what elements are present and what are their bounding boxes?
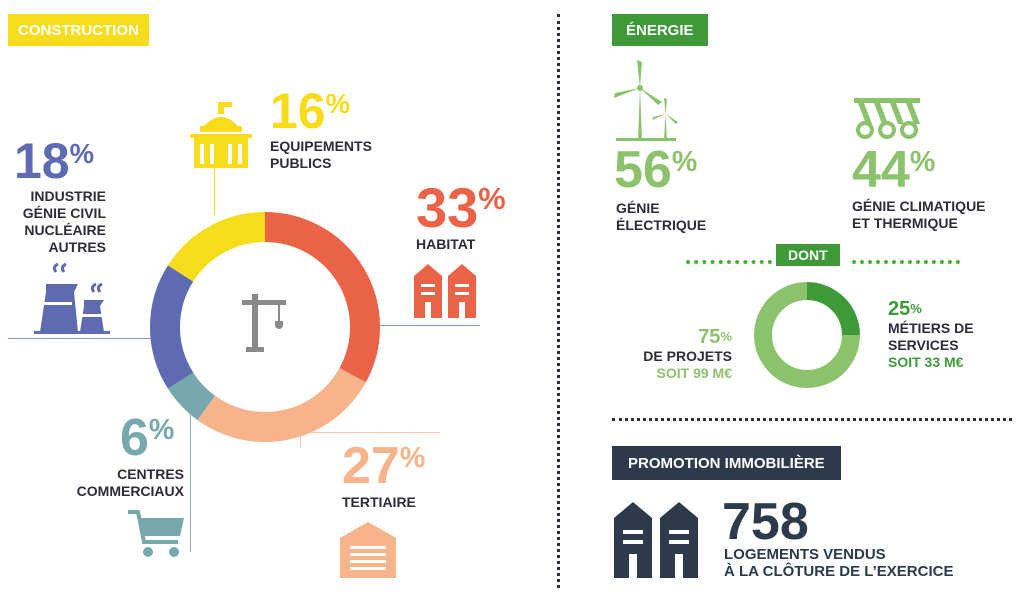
equipements-percentage: 16% [270,86,350,136]
equipements-label: EQUIPEMENTS PUBLICS [270,138,372,172]
habitat-pct: % [478,181,506,216]
climatique-label-1: GÉNIE CLIMATIQUE [852,198,986,214]
services-value: 25 [888,298,911,320]
slice-tertiaire [197,367,366,442]
promotion-tag-label: PROMOTION IMMOBILIÈRE [628,454,825,472]
tertiaire-label: TERTIAIRE [342,494,416,511]
industrie-value: 18 [14,133,70,189]
industrie-label-4: AUTRES [48,239,106,255]
industrie-label-3: NUCLÉAIRE [24,222,106,238]
services-block: 25% MÉTIERS DE SERVICES SOIT 33 M€ [888,298,974,371]
centres-percentage: 6% [120,412,174,464]
houses-navy-icon [614,502,698,578]
slice-habitat [264,212,380,383]
shopping-cart-icon [128,510,184,557]
leader-habitat [372,325,480,326]
energie-donut-chart [754,282,860,388]
industrie-pct: % [69,138,95,169]
equipements-pct: % [325,88,351,119]
projets-value: 75 [698,326,721,348]
slice-de-projets [754,282,860,388]
promotion-tag: PROMOTION IMMOBILIÈRE [612,446,841,480]
centres-label: CENTRES COMMERCIAUX [48,466,184,500]
factory-icon [34,262,110,334]
industrie-percentage: 18% [14,136,94,186]
climatique-percentage: 44% [852,144,935,196]
projets-sub: SOIT 99 M€ [656,365,732,381]
leader-equipements [214,168,215,215]
dont-line-left [686,260,772,264]
tertiaire-value: 27 [342,437,400,495]
logements-label-1: LOGEMENTS VENDUS [724,546,886,563]
centres-label-1: CENTRES [117,466,184,482]
habitat-label-1: HABITAT [416,236,476,252]
services-label-2: SERVICES [888,337,959,353]
leader-tertiaire [300,432,301,448]
leader-centres [190,412,191,552]
leader-industrie [8,338,158,339]
slice-industrie [150,265,194,389]
crane-icon [242,294,286,352]
dont-tag: DONT [776,244,840,266]
electrique-pct: % [671,146,698,178]
energie-tag-label: ÉNERGIE [626,21,694,39]
projets-pct: % [720,329,732,344]
vertical-separator [557,14,560,588]
public-building-icon [190,102,252,168]
slice-centres-commerciaux [167,372,216,421]
tertiaire-label-1: TERTIAIRE [342,494,416,510]
energie-tag: ÉNERGIE [612,14,708,46]
electrique-percentage: 56% [614,144,697,196]
logements-label-2: À LA CLÔTURE DE L’EXERCICE [724,563,954,580]
services-sub: SOIT 33 M€ [888,354,964,370]
equipements-label-2: PUBLICS [270,155,332,171]
wind-turbine-icon [614,60,678,141]
industrie-label-2: GÉNIE CIVIL [22,205,106,221]
logements-value: 758 [722,493,809,551]
leader-tertiaire-h [300,432,440,433]
construction-tag-label: CONSTRUCTION [18,21,139,39]
tertiaire-percentage: 27% [342,440,425,492]
industrie-label: INDUSTRIE GÉNIE CIVIL NUCLÉAIRE AUTRES [14,188,106,256]
horizontal-separator [612,418,1012,421]
slice-equipements-publics [167,212,266,282]
habitat-label: HABITAT [416,236,475,253]
electrique-label-2: ÉLECTRIQUE [616,217,707,233]
centres-label-2: COMMERCIAUX [76,483,184,499]
electrique-value: 56 [614,141,672,199]
climatique-label-2: ET THERMIQUE [852,215,958,231]
houses-icon [414,264,476,318]
equipements-label-1: EQUIPEMENTS [270,138,372,154]
services-pct: % [910,301,922,316]
centres-value: 6 [120,409,149,467]
services-label-1: MÉTIERS DE [888,320,974,336]
habitat-value: 33 [416,176,479,239]
equipements-value: 16 [270,83,326,139]
projets-label-1: DE PROJETS [643,348,732,364]
habitat-percentage: 33% [416,180,506,236]
climatique-label: GÉNIE CLIMATIQUE ET THERMIQUE [852,198,986,232]
logements-label: LOGEMENTS VENDUS À LA CLÔTURE DE L’EXERC… [724,546,953,580]
construction-tag: CONSTRUCTION [8,14,149,46]
dont-tag-label: DONT [788,247,828,263]
industrie-label-1: INDUSTRIE [30,188,106,204]
services-percentage: 25% [888,298,974,320]
dont-line-right [852,260,960,264]
electrique-label: GÉNIE ÉLECTRIQUE [616,200,706,234]
tertiaire-pct: % [399,442,426,474]
hvac-pipes-icon [854,98,920,139]
slice-metiers-de-services [806,282,860,336]
projets-percentage: 75% [636,326,732,348]
climatique-pct: % [909,146,936,178]
warehouse-icon [340,522,396,578]
electrique-label-1: GÉNIE [616,200,660,216]
construction-donut-chart [150,212,380,442]
climatique-value: 44 [852,141,910,199]
projets-block: 75% DE PROJETS SOIT 99 M€ [636,326,732,382]
centres-pct: % [148,414,175,446]
